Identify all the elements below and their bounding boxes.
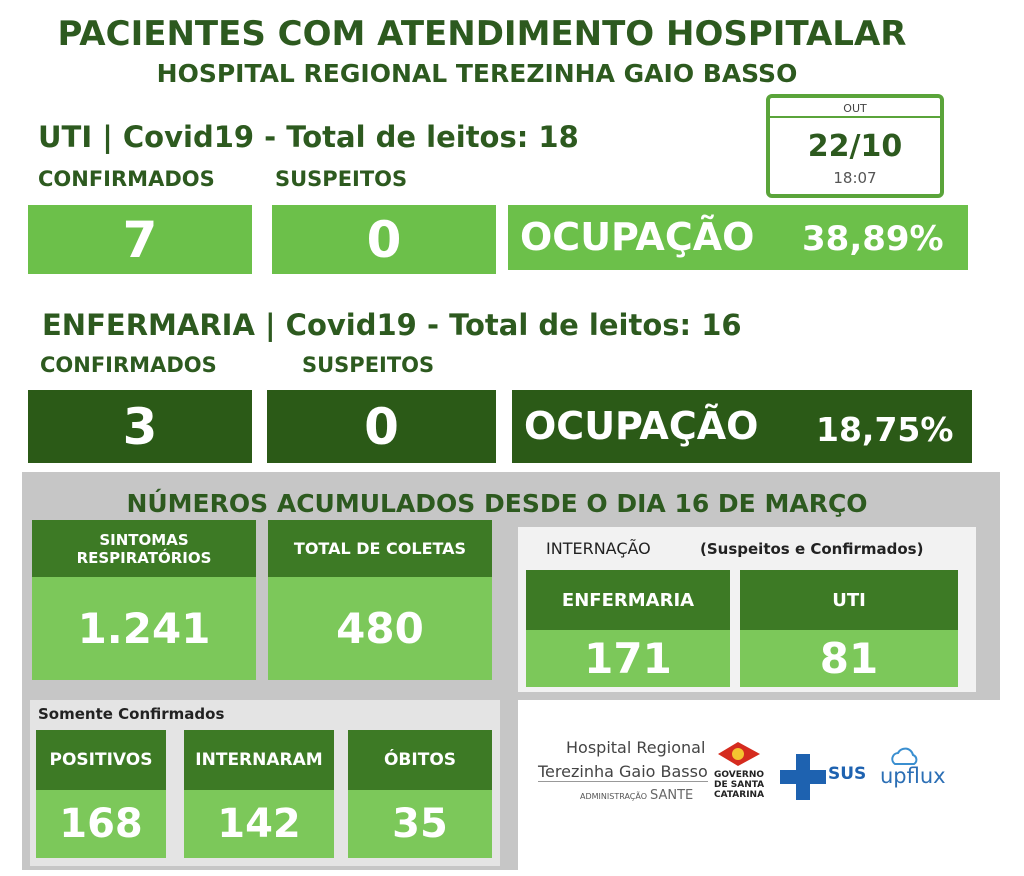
date-box: OUT 22/10 18:07 [766,94,944,198]
cumulative-heading: NÚMEROS ACUMULADOS DESDE O DIA 16 DE MAR… [126,488,868,518]
logo-panel: Hospital Regional Terezinha Gaio Basso A… [518,700,1000,870]
card-value: 1.241 [32,577,256,680]
label: SUSPEITOS [275,167,408,191]
logo-text: SANTE [650,788,694,803]
card-value: 171 [526,630,730,687]
card-value: 142 [184,790,334,858]
value-box: 7 [28,205,252,274]
card-header: ENFERMARIA [526,570,730,630]
card-header: TOTAL DE COLETAS [268,520,492,577]
card-header: UTI [740,570,958,630]
sus-cross [780,754,826,800]
occupancy-box: OCUPAÇÃO 18,75% [512,390,972,463]
card-header: INTERNARAM [184,730,334,790]
card-value: 168 [36,790,166,858]
cloud-icon [891,747,918,765]
date-day: 22/10 [807,128,903,164]
card-value: 480 [268,577,492,680]
occupancy-box: OCUPAÇÃO 38,89% [508,205,968,270]
title: PACIENTES COM ATENDIMENTO HOSPITALAR [57,14,907,54]
logo-text: GOVERNO DE SANTA CATARINA [714,770,765,800]
label: CONFIRMADOS [38,167,215,191]
occupancy-label: OCUPAÇÃO [520,215,755,259]
label: CONFIRMADOS [40,353,217,377]
value-box: 3 [28,390,252,463]
date-time: 18:07 [833,169,877,187]
card-header: POSITIVOS [36,730,166,790]
ward-heading: ENFERMARIA | Covid19 - Total de leitos: … [42,308,742,342]
card-value: 35 [348,790,492,858]
sc-flag [718,742,760,766]
logo-text: ADMINISTRAÇÃO [580,792,647,801]
uti-heading: UTI | Covid19 - Total de leitos: 18 [38,120,579,154]
label: INTERNAÇÃO [546,539,651,558]
card-header: ÓBITOS [348,730,492,790]
logo-text: upflux [880,764,946,788]
logo-text: Terezinha Gaio Basso [538,762,708,782]
note: (Suspeitos e Confirmados) [700,540,924,558]
value-box: 0 [267,390,496,463]
occupancy-value: 38,89% [802,219,944,259]
subtitle: HOSPITAL REGIONAL TEREZINHA GAIO BASSO [156,58,798,88]
card-header: SINTOMAS RESPIRATÓRIOS [32,520,256,577]
occupancy-value: 18,75% [816,410,954,449]
logo-text: SUS [828,764,867,784]
logo-text: Hospital Regional [566,738,706,757]
date-month: OUT [770,100,940,118]
label: SUSPEITOS [302,353,435,377]
occupancy-label: OCUPAÇÃO [524,404,759,448]
value-box: 0 [272,205,496,274]
card-value: 81 [740,630,958,687]
label: Somente Confirmados [38,705,225,723]
